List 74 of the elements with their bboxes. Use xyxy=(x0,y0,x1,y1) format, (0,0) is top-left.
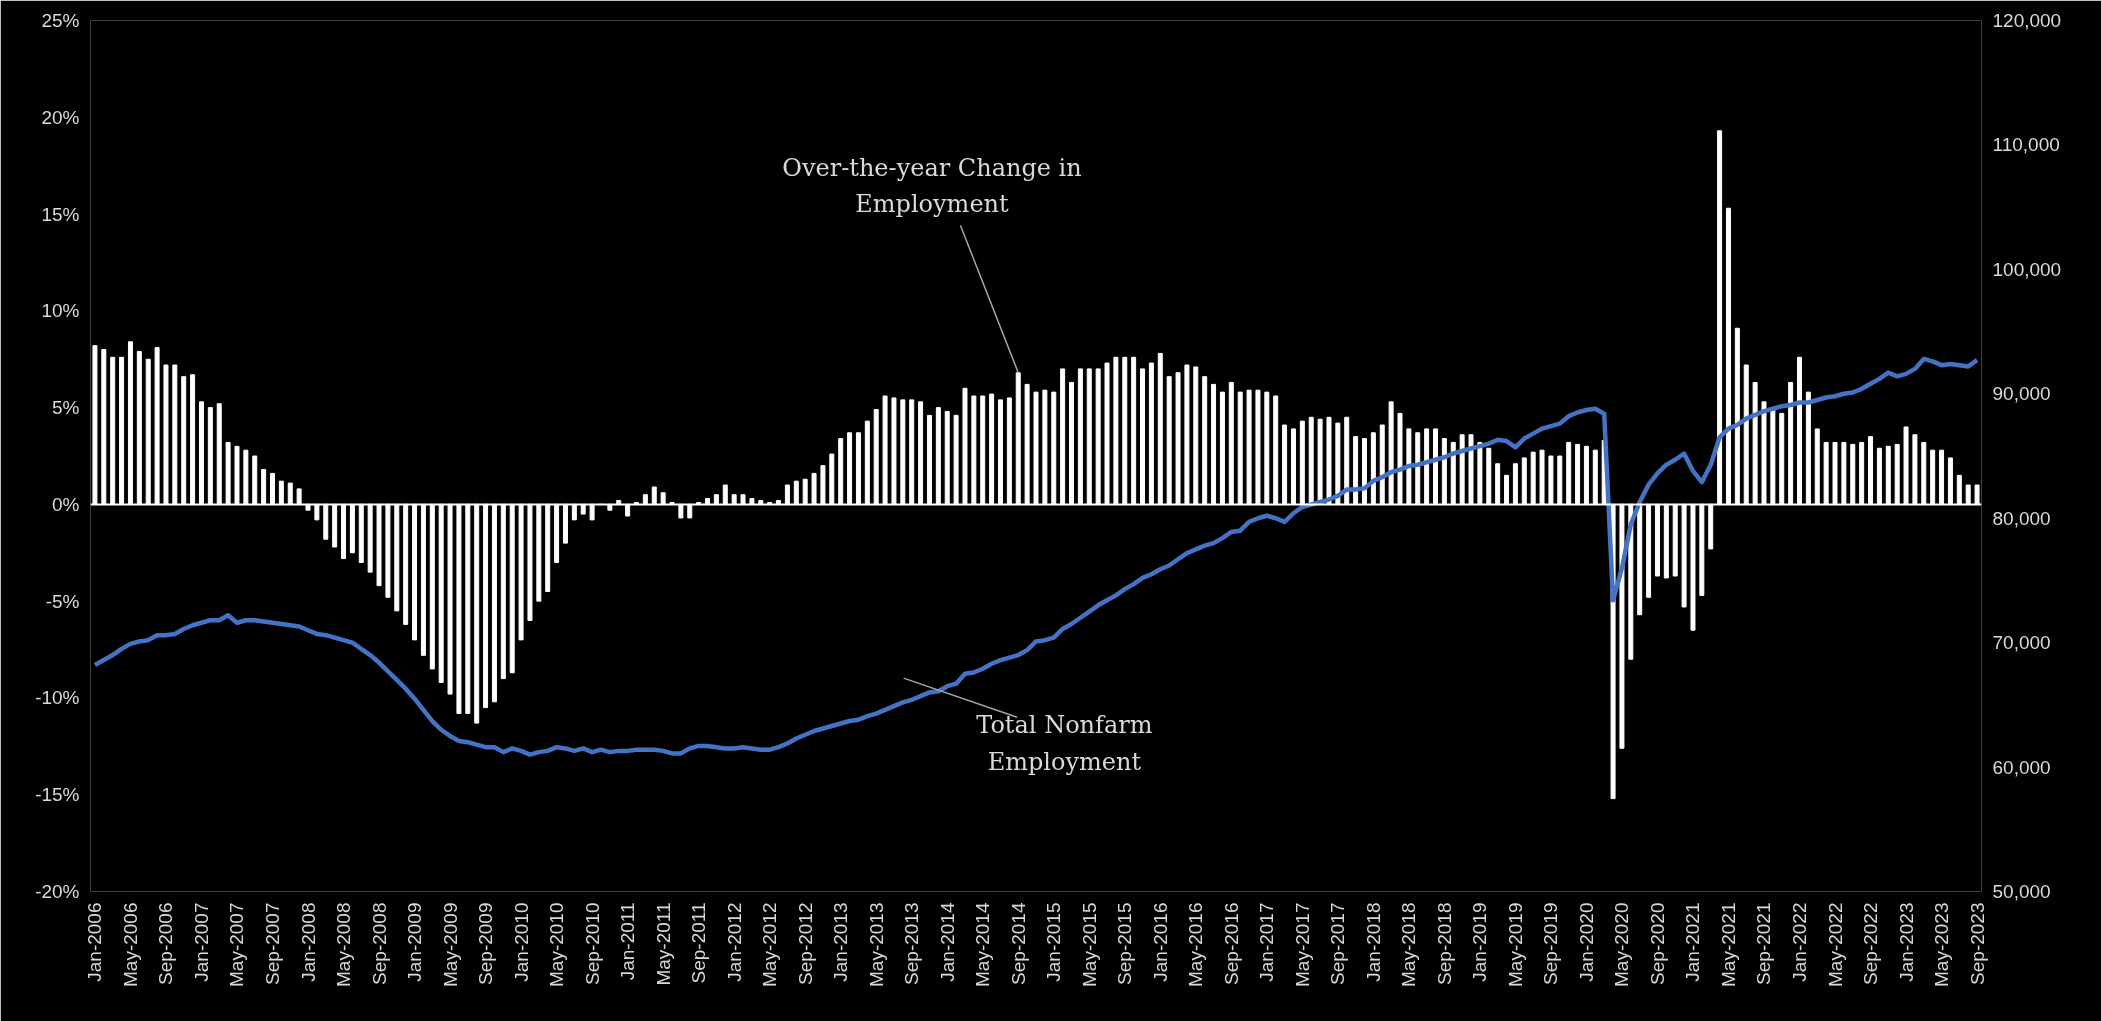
x-tick-label: Jan-2009 xyxy=(404,902,426,982)
annotation: Total Nonfarm Employment xyxy=(976,711,1153,776)
x-tick-label: Jan-2016 xyxy=(1149,902,1171,982)
x-tick-label: Sep-2009 xyxy=(475,902,497,985)
y2-tick-label: 50,000 xyxy=(1992,881,2051,902)
y2-tick-label: 60,000 xyxy=(1992,756,2051,778)
x-tick-label: Sep-2006 xyxy=(155,902,177,985)
x-tick-label: May-2021 xyxy=(1717,902,1739,987)
x-tick-label: May-2009 xyxy=(439,902,461,987)
y2-tick-label: 110,000 xyxy=(1992,134,2060,156)
x-tick-label: Sep-2013 xyxy=(901,902,923,985)
x-tick-label: May-2010 xyxy=(546,902,568,987)
x-tick-label: Sep-2011 xyxy=(688,902,710,984)
y2-tick-label: 120,000 xyxy=(1992,10,2062,31)
y-tick-label: 25% xyxy=(41,10,80,31)
x-tick-label: Jan-2008 xyxy=(297,902,319,982)
y-tick-label: -20% xyxy=(35,881,80,902)
x-tick-label: May-2016 xyxy=(1185,902,1207,987)
y-tick-label: -10% xyxy=(35,687,80,709)
x-tick-label: May-2007 xyxy=(226,902,248,987)
y-tick-label: -15% xyxy=(35,784,80,806)
x-tick-label: Jan-2019 xyxy=(1469,902,1491,982)
x-tick-label: May-2019 xyxy=(1504,902,1526,987)
x-tick-label: Sep-2017 xyxy=(1327,902,1349,985)
x-tick-label: May-2020 xyxy=(1611,902,1633,987)
x-tick-label: Jan-2017 xyxy=(1256,902,1278,982)
x-tick-label: Sep-2018 xyxy=(1433,902,1455,985)
x-tick-label: May-2012 xyxy=(759,902,781,987)
x-tick-label: Jan-2011 xyxy=(617,902,639,981)
x-tick-label: May-2006 xyxy=(119,902,141,987)
x-tick-label: Jan-2021 xyxy=(1682,902,1704,982)
y-tick-label: 20% xyxy=(41,106,80,128)
x-tick-label: May-2015 xyxy=(1078,902,1100,987)
y-tick-label: 5% xyxy=(52,397,80,419)
y2-tick-label: 80,000 xyxy=(1992,507,2051,529)
x-tick-label: May-2013 xyxy=(865,902,887,987)
x-tick-label: Jan-2018 xyxy=(1362,902,1384,982)
x-tick-label: Sep-2007 xyxy=(262,902,283,985)
x-tick-label: May-2008 xyxy=(333,902,355,987)
x-tick-label: Sep-2012 xyxy=(794,902,816,985)
x-tick-label: Jan-2015 xyxy=(1043,902,1065,982)
x-tick-label: Jan-2010 xyxy=(510,902,532,982)
x-tick-label: Sep-2010 xyxy=(581,902,603,985)
x-tick-label: Sep-2008 xyxy=(368,902,390,985)
y2-tick-label: 90,000 xyxy=(1992,383,2051,405)
x-tick-label: Sep-2015 xyxy=(1114,902,1136,985)
x-tick-label: Jan-2007 xyxy=(190,902,212,982)
y-tick-label: -5% xyxy=(45,590,80,612)
y2-tick-label: 100,000 xyxy=(1992,258,2062,280)
y2-tick-label: 70,000 xyxy=(1992,632,2051,654)
x-tick-label: Jan-2023 xyxy=(1895,902,1917,982)
x-tick-label: Sep-2021 xyxy=(1753,902,1775,985)
x-tick-label: Sep-2022 xyxy=(1860,902,1882,985)
x-tick-label: Sep-2014 xyxy=(1007,902,1029,985)
y-tick-label: 10% xyxy=(41,300,80,322)
x-tick-label: May-2023 xyxy=(1931,902,1953,987)
x-tick-label: May-2017 xyxy=(1291,902,1313,987)
x-tick-label: May-2018 xyxy=(1398,902,1420,987)
x-tick-label: Jan-2013 xyxy=(830,902,852,982)
x-tick-label: Jan-2014 xyxy=(936,902,958,982)
x-tick-label: May-2014 xyxy=(972,902,994,987)
x-tick-label: Jan-2012 xyxy=(723,902,745,982)
x-tick-label: May-2022 xyxy=(1824,902,1846,987)
x-tick-label: May-2011 xyxy=(652,902,674,986)
x-tick-label: Sep-2019 xyxy=(1540,902,1562,985)
annotation: Over-the-year Change in Employment xyxy=(782,153,1082,219)
x-tick-label: Sep-2016 xyxy=(1220,902,1242,985)
x-tick-label: Sep-2023 xyxy=(1966,902,1988,985)
x-tick-label: Jan-2022 xyxy=(1789,902,1810,982)
x-tick-label: Jan-2006 xyxy=(84,902,106,982)
y-tick-label: 15% xyxy=(41,203,80,225)
x-tick-label: Sep-2020 xyxy=(1646,902,1668,985)
x-tick-label: Jan-2020 xyxy=(1575,902,1597,982)
y-tick-label: 0% xyxy=(52,493,80,515)
